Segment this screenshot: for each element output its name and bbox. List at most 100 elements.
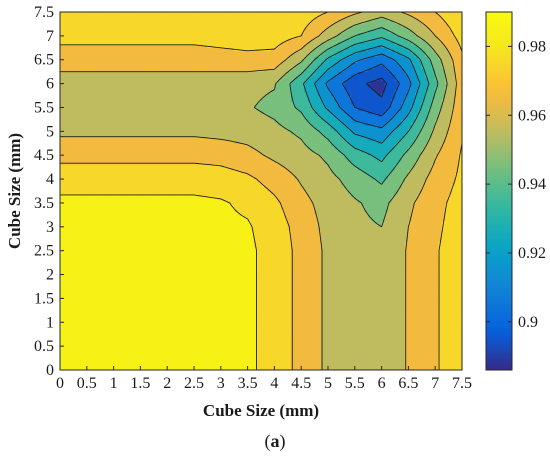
contour-cell bbox=[260, 348, 265, 353]
contour-cell bbox=[260, 298, 265, 302]
contour-cell bbox=[287, 304, 292, 308]
contour-cell bbox=[304, 250, 309, 254]
contour-cell bbox=[250, 298, 255, 302]
contour-cell bbox=[374, 366, 379, 370]
contour-cell bbox=[451, 301, 456, 305]
contour-cell bbox=[83, 327, 88, 332]
contour-cell bbox=[284, 280, 289, 284]
contour-cell bbox=[213, 339, 218, 344]
contour-cell bbox=[424, 253, 429, 257]
contour-cell bbox=[76, 250, 81, 254]
contour-cell bbox=[344, 318, 349, 323]
contour-cell bbox=[354, 313, 359, 317]
contour-cell bbox=[331, 283, 335, 287]
contour-cell bbox=[264, 262, 268, 266]
contour-cell bbox=[93, 360, 98, 365]
contour-cell bbox=[354, 259, 359, 263]
contour-cell bbox=[163, 339, 168, 344]
contour-cell bbox=[254, 345, 258, 350]
contour-cell bbox=[438, 292, 443, 296]
contour-cell bbox=[444, 262, 449, 266]
contour-cell bbox=[434, 336, 439, 341]
contour-cell bbox=[327, 262, 332, 266]
contour-cell bbox=[66, 339, 71, 344]
contour-cell bbox=[374, 354, 379, 359]
contour-cell bbox=[190, 283, 195, 287]
contour-cell bbox=[384, 327, 389, 332]
contour-cell bbox=[331, 363, 335, 368]
contour-cell bbox=[444, 280, 449, 284]
contour-cell bbox=[270, 286, 275, 290]
contour-cell bbox=[130, 336, 134, 341]
contour-cell bbox=[307, 286, 312, 290]
contour-cell bbox=[163, 342, 168, 347]
contour-cell bbox=[294, 250, 299, 254]
contour-cell bbox=[381, 301, 386, 305]
contour-cell bbox=[136, 265, 141, 269]
contour-cell bbox=[364, 357, 369, 362]
contour-cell bbox=[421, 354, 426, 359]
contour-cell bbox=[133, 318, 138, 323]
contour-cell bbox=[190, 363, 195, 368]
contour-cell bbox=[79, 313, 84, 317]
contour-cell bbox=[120, 348, 124, 353]
contour-cell bbox=[213, 256, 218, 260]
contour-cell bbox=[374, 304, 379, 308]
contour-cell bbox=[230, 310, 235, 314]
contour-cell bbox=[451, 268, 456, 272]
contour-cell bbox=[200, 289, 205, 293]
contour-cell bbox=[414, 262, 419, 266]
contour-cell bbox=[243, 348, 248, 353]
contour-cell bbox=[394, 301, 399, 305]
contour-cell bbox=[113, 253, 118, 257]
contour-cell bbox=[217, 283, 222, 287]
contour-cell bbox=[63, 262, 67, 266]
contour-cell bbox=[337, 327, 342, 332]
contour-cell bbox=[344, 298, 349, 302]
contour-cell bbox=[237, 247, 242, 251]
contour-cell bbox=[438, 283, 443, 287]
contour-cell bbox=[287, 286, 292, 290]
contour-cell bbox=[146, 327, 151, 332]
contour-cell bbox=[307, 298, 312, 302]
contour-cell bbox=[267, 310, 272, 314]
contour-cell bbox=[89, 310, 94, 314]
contour-cell bbox=[203, 360, 208, 365]
contour-cell bbox=[116, 310, 121, 314]
contour-cell bbox=[150, 351, 155, 356]
contour-cell bbox=[277, 268, 282, 272]
contour-cell bbox=[274, 313, 279, 317]
contour-cell bbox=[63, 316, 67, 320]
contour-cell bbox=[180, 244, 185, 248]
contour-cell bbox=[388, 277, 392, 281]
contour-cell bbox=[197, 333, 201, 338]
contour-cell bbox=[76, 253, 81, 257]
contour-cell bbox=[247, 363, 252, 368]
contour-cell bbox=[411, 351, 416, 356]
contour-cell bbox=[367, 304, 372, 308]
contour-cell bbox=[106, 366, 111, 370]
contour-cell bbox=[83, 333, 88, 338]
contour-cell bbox=[66, 304, 71, 308]
contour-cell bbox=[250, 268, 255, 272]
contour-cell bbox=[438, 310, 443, 314]
contour-cell bbox=[337, 333, 342, 338]
contour-cell bbox=[193, 354, 198, 359]
contour-cell bbox=[69, 295, 74, 299]
contour-cell bbox=[247, 336, 252, 341]
contour-cell bbox=[247, 271, 252, 275]
contour-cell bbox=[304, 292, 309, 296]
contour-cell bbox=[217, 357, 222, 362]
contour-cell bbox=[398, 253, 402, 257]
contour-cell bbox=[153, 339, 158, 344]
contour-cell bbox=[240, 277, 245, 281]
contour-cell bbox=[270, 277, 275, 281]
contour-cell bbox=[307, 265, 312, 269]
contour-cell bbox=[240, 354, 245, 359]
contour-cell bbox=[66, 357, 71, 362]
contour-cell bbox=[89, 313, 94, 317]
contour-cell bbox=[150, 283, 155, 287]
contour-cell bbox=[173, 330, 178, 335]
contour-cell bbox=[180, 339, 185, 344]
contour-cell bbox=[166, 327, 171, 332]
